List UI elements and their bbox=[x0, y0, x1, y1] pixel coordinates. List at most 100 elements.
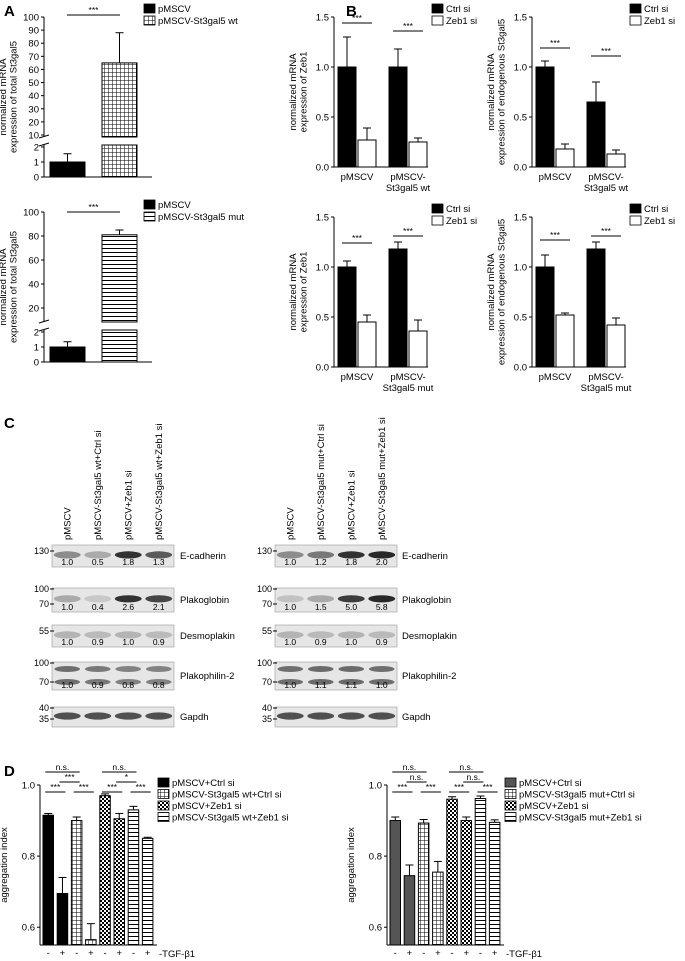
x-tick-label: - bbox=[479, 948, 482, 959]
y-axis-label: expression of Zeb1 bbox=[298, 52, 309, 133]
y-tick-label: 0.6 bbox=[369, 923, 382, 934]
mw-marker: 130 bbox=[257, 546, 272, 556]
lane-label: pMSCV+Zeb1 si bbox=[123, 471, 134, 540]
blot-membrane bbox=[274, 706, 398, 728]
mw-marker: 40 bbox=[262, 703, 272, 713]
western-blots: pMSCV pMSCV-St3gal5 wt+Ctrl si pMSCV+Zeb1 … bbox=[34, 417, 457, 728]
significance-label: *** bbox=[550, 38, 561, 48]
legend-label: Zeb1 si bbox=[644, 16, 675, 27]
y-tick-label: 2 bbox=[34, 328, 39, 339]
bar bbox=[141, 837, 154, 946]
blot-band bbox=[115, 679, 142, 685]
band-quantification: 0.9 bbox=[376, 637, 388, 647]
y-tick-label: 80 bbox=[28, 232, 39, 243]
x-tick-label: + bbox=[492, 948, 498, 959]
protein-label: Plakoglobin bbox=[402, 595, 451, 606]
legend-label: pMSCV-St3gal5 mut+Ctrl si bbox=[519, 790, 635, 801]
legend-swatch bbox=[629, 3, 642, 14]
legend-swatch bbox=[629, 15, 642, 26]
y-tick-label: 40 bbox=[28, 280, 39, 291]
blot-band bbox=[307, 679, 334, 685]
legend-label: Zeb1 si bbox=[644, 216, 675, 227]
y-tick-label: 1.0 bbox=[22, 781, 35, 792]
protein-label: Gapdh bbox=[402, 712, 431, 723]
band-quantification: 0.8 bbox=[122, 680, 134, 690]
bar bbox=[408, 330, 428, 368]
mw-marker: 100 bbox=[34, 584, 49, 594]
bar bbox=[337, 66, 357, 168]
blot-band bbox=[114, 595, 142, 603]
mw-marker: 100 bbox=[34, 658, 49, 668]
blot-band bbox=[54, 679, 81, 685]
blot-band bbox=[145, 666, 172, 672]
significance-label: n.s. bbox=[466, 772, 480, 782]
y-tick-label: 80 bbox=[28, 39, 39, 50]
y-axis-label: expression of total St3gal5 bbox=[8, 231, 19, 343]
significance-label: *** bbox=[136, 782, 147, 792]
blot-band bbox=[84, 712, 112, 720]
legend-swatch bbox=[157, 789, 170, 799]
bar bbox=[113, 818, 125, 946]
blot-band bbox=[84, 595, 112, 603]
blot-band bbox=[337, 551, 365, 559]
y-tick-label: 90 bbox=[28, 26, 39, 37]
bar bbox=[42, 814, 54, 946]
y-tick-label: 30 bbox=[28, 104, 39, 115]
y-tick-label: 50 bbox=[28, 78, 39, 89]
mw-marker: 70 bbox=[262, 599, 272, 609]
significance-label: n.s. bbox=[112, 762, 126, 772]
significance-label: *** bbox=[426, 782, 437, 792]
blot-band bbox=[114, 631, 142, 639]
significance-label: *** bbox=[79, 782, 90, 792]
y-tick-label: 0.6 bbox=[22, 923, 35, 934]
bar bbox=[488, 821, 501, 946]
significance-label: *** bbox=[403, 21, 414, 31]
bar bbox=[586, 248, 606, 368]
y-tick-label: 1.0 bbox=[369, 781, 382, 792]
y-tick-label: 60 bbox=[28, 65, 39, 76]
bar bbox=[49, 346, 86, 363]
mw-marker: 40 bbox=[39, 703, 49, 713]
y-tick-label: 1 bbox=[34, 343, 39, 354]
y-tick-label: 0.0 bbox=[316, 363, 329, 374]
y-tick-label: 0.0 bbox=[316, 163, 329, 174]
y-tick-label: 0.0 bbox=[514, 163, 527, 174]
band-quantification: 0.8 bbox=[153, 680, 165, 690]
legend-swatch bbox=[431, 15, 444, 26]
x-tick-label: + bbox=[145, 948, 151, 959]
legend-label: Ctrl si bbox=[446, 4, 470, 15]
blot-band bbox=[337, 712, 365, 720]
band-quantification: 1.2 bbox=[315, 557, 327, 567]
blot-band bbox=[84, 679, 111, 685]
break-mark bbox=[38, 134, 50, 139]
axis-break bbox=[38, 322, 158, 330]
legend-label: pMSCV bbox=[158, 200, 191, 211]
bar bbox=[101, 62, 138, 138]
y-axis-label: normalized mRNA bbox=[486, 53, 497, 131]
bar bbox=[389, 820, 401, 946]
bar bbox=[403, 875, 416, 946]
significance-label: *** bbox=[352, 13, 363, 23]
protein-label: Plakoglobin bbox=[180, 595, 229, 606]
x-tick-label: + bbox=[88, 948, 94, 959]
mw-marker: 70 bbox=[39, 599, 49, 609]
legend-label: pMSCV-St3gal5 mut+Zeb1 si bbox=[519, 813, 642, 824]
mw-marker: 55 bbox=[39, 626, 49, 636]
y-tick-label: 0.5 bbox=[514, 313, 527, 324]
x-note: -TGF-β1 bbox=[159, 949, 195, 960]
legend-label: pMSCV-St3gal5 wt+Zeb1 si bbox=[172, 813, 288, 824]
x-tick-label: + bbox=[435, 948, 441, 959]
panel-letter-a: A bbox=[4, 3, 15, 20]
x-tick-label: - bbox=[450, 948, 453, 959]
category-label: pMSCV bbox=[341, 372, 374, 383]
band-quantification: 2.6 bbox=[122, 602, 134, 612]
blot-membrane bbox=[51, 624, 175, 648]
blot-band bbox=[277, 666, 304, 672]
blot-band bbox=[307, 595, 335, 603]
band-quantification: 1.0 bbox=[284, 602, 296, 612]
legend-label: pMSCV+Zeb1 si bbox=[172, 801, 241, 812]
break-mark bbox=[38, 142, 50, 147]
lane-label: pMSCV-St3gal5 mut+Ctrl si bbox=[316, 424, 327, 540]
